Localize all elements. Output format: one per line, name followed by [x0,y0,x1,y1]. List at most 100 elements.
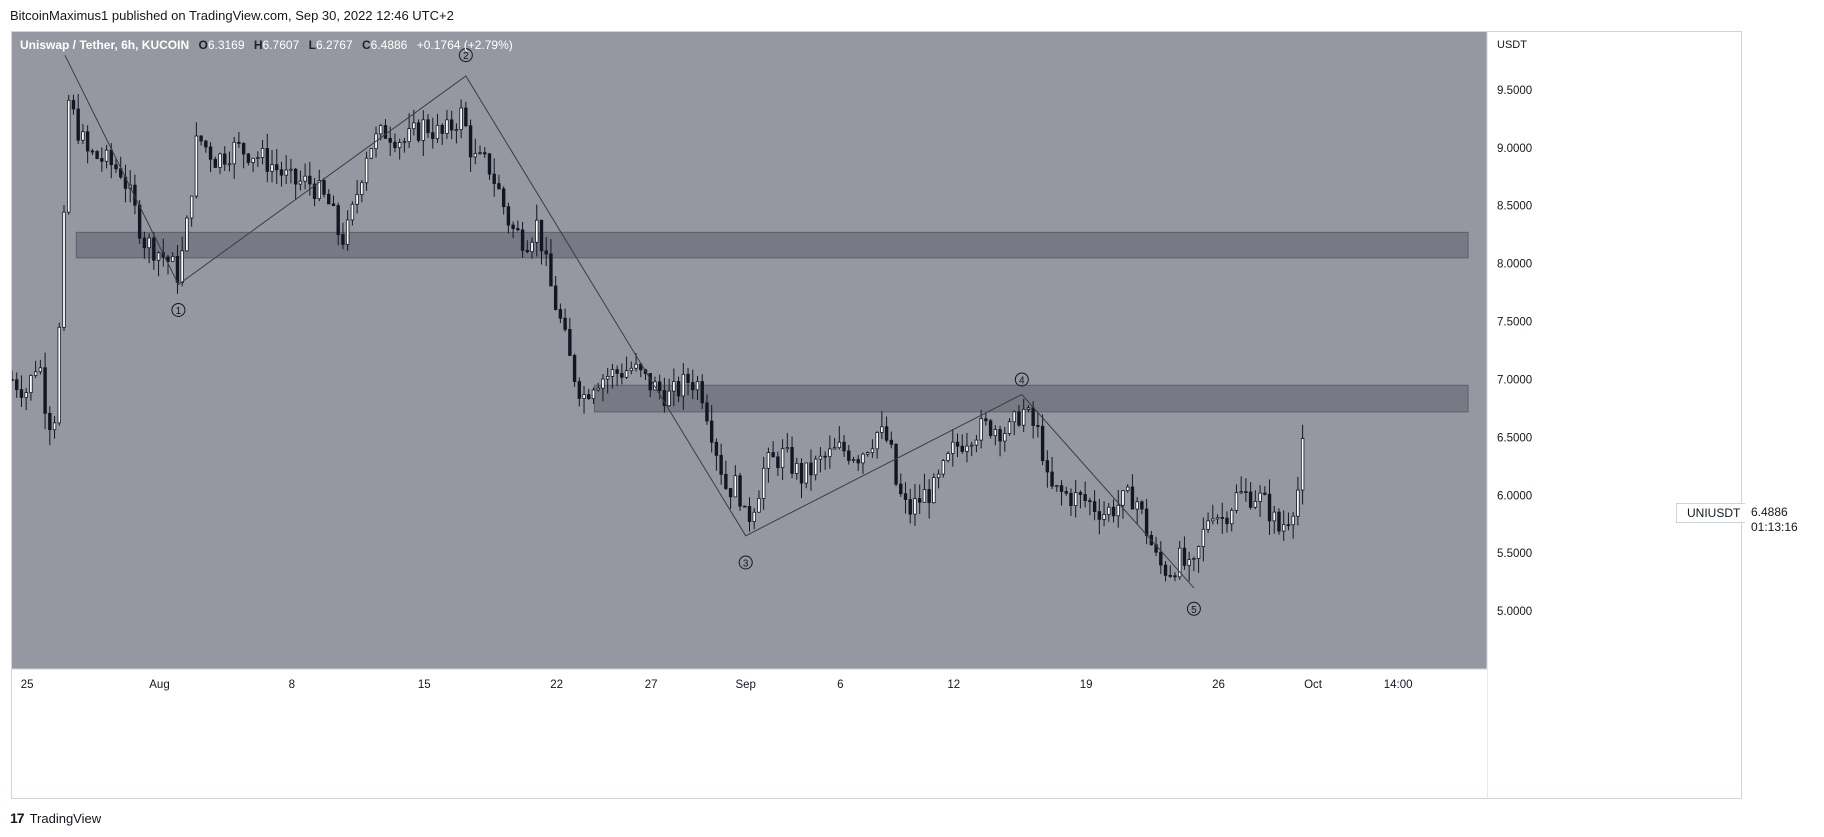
candle-body [1102,514,1106,520]
candle-body [29,375,33,393]
legend-close-label: C [361,38,371,52]
candle [416,119,421,143]
candle [946,451,950,463]
candle [535,204,539,257]
candle-body [322,180,326,195]
candle [397,138,402,160]
candle [553,275,558,311]
candle-body [757,498,761,513]
candle-body [473,153,478,158]
candle [407,113,411,148]
candle-body [393,141,397,149]
candle-body [960,445,964,452]
x-tick-label: Sep [735,679,755,691]
candle-body [208,146,213,160]
legend-open-label: O [198,38,208,52]
candle-body [951,441,955,454]
candle-body [865,452,870,455]
candle [728,488,733,509]
candle-body [24,392,28,398]
candle [232,136,236,179]
candle [1234,484,1239,514]
candle-body [478,152,482,155]
ticker-label: UNIUSDT [1676,503,1752,523]
candle-body [719,454,723,475]
candle-body [260,148,265,158]
candle [246,152,251,166]
candle-body [194,135,199,197]
candle-body [33,371,38,376]
candle [870,439,875,458]
y-tick-label: 6.0000 [1497,490,1532,502]
candle-body [1012,411,1016,423]
candle-body [171,256,175,262]
candle-body [1225,517,1229,525]
candle-body [861,453,865,464]
candle-body [1234,492,1239,511]
candle [1050,456,1054,490]
legend-low: 6.2767 [315,38,353,52]
y-tick-label: 9.5000 [1497,85,1532,97]
legend-high: 6.7607 [262,38,300,52]
x-tick-label: Aug [149,679,169,691]
candle [790,436,794,479]
candle-body [1074,492,1078,506]
candle-body [1159,551,1163,566]
candle [289,158,293,184]
candle [43,352,47,430]
candle-body [308,175,312,185]
candle-body [76,108,80,141]
candle [1296,476,1300,526]
candle-body [818,455,823,460]
candle [15,372,19,398]
candle-body [12,379,14,381]
candle-body [1178,547,1182,578]
candle-body [790,447,794,474]
candle-body [577,381,582,399]
candle [861,452,865,475]
candle-body [1291,515,1295,526]
candle [213,156,217,168]
candle [435,113,440,144]
y-axis-unit: USDT [1497,39,1527,51]
candle [662,377,667,413]
wave-label-2: 2 [458,48,473,63]
x-tick-label: 19 [1080,679,1093,691]
candle [497,174,501,190]
candle-body [114,164,118,170]
candle-body [241,143,246,155]
wave-circle-icon [171,302,186,317]
last-price-label: 6.4886 [1745,503,1794,521]
candle [988,418,993,439]
candle [67,94,71,215]
candle-body [492,173,496,184]
candle-body [147,237,151,249]
candle [104,144,109,169]
candle-body [1059,485,1064,492]
candle [1211,504,1215,525]
candle [766,447,771,483]
candle-body [799,462,804,484]
candle [795,457,799,480]
candle [681,363,686,410]
candle [969,441,974,457]
candle [308,161,312,196]
candle [24,387,28,411]
candle [194,122,199,199]
candle [1244,478,1248,502]
candle [1078,490,1083,509]
candle-body [974,439,979,446]
candle [459,99,463,139]
candle-body [1258,492,1262,502]
candle-body [657,381,662,391]
candle [705,394,709,425]
wave-number: 3 [743,558,749,569]
candle-body [483,152,487,155]
candle [1253,490,1258,510]
candle-body [648,373,652,391]
candle [1055,485,1059,492]
candle [771,441,775,458]
candle [208,142,213,173]
candle [605,368,610,394]
